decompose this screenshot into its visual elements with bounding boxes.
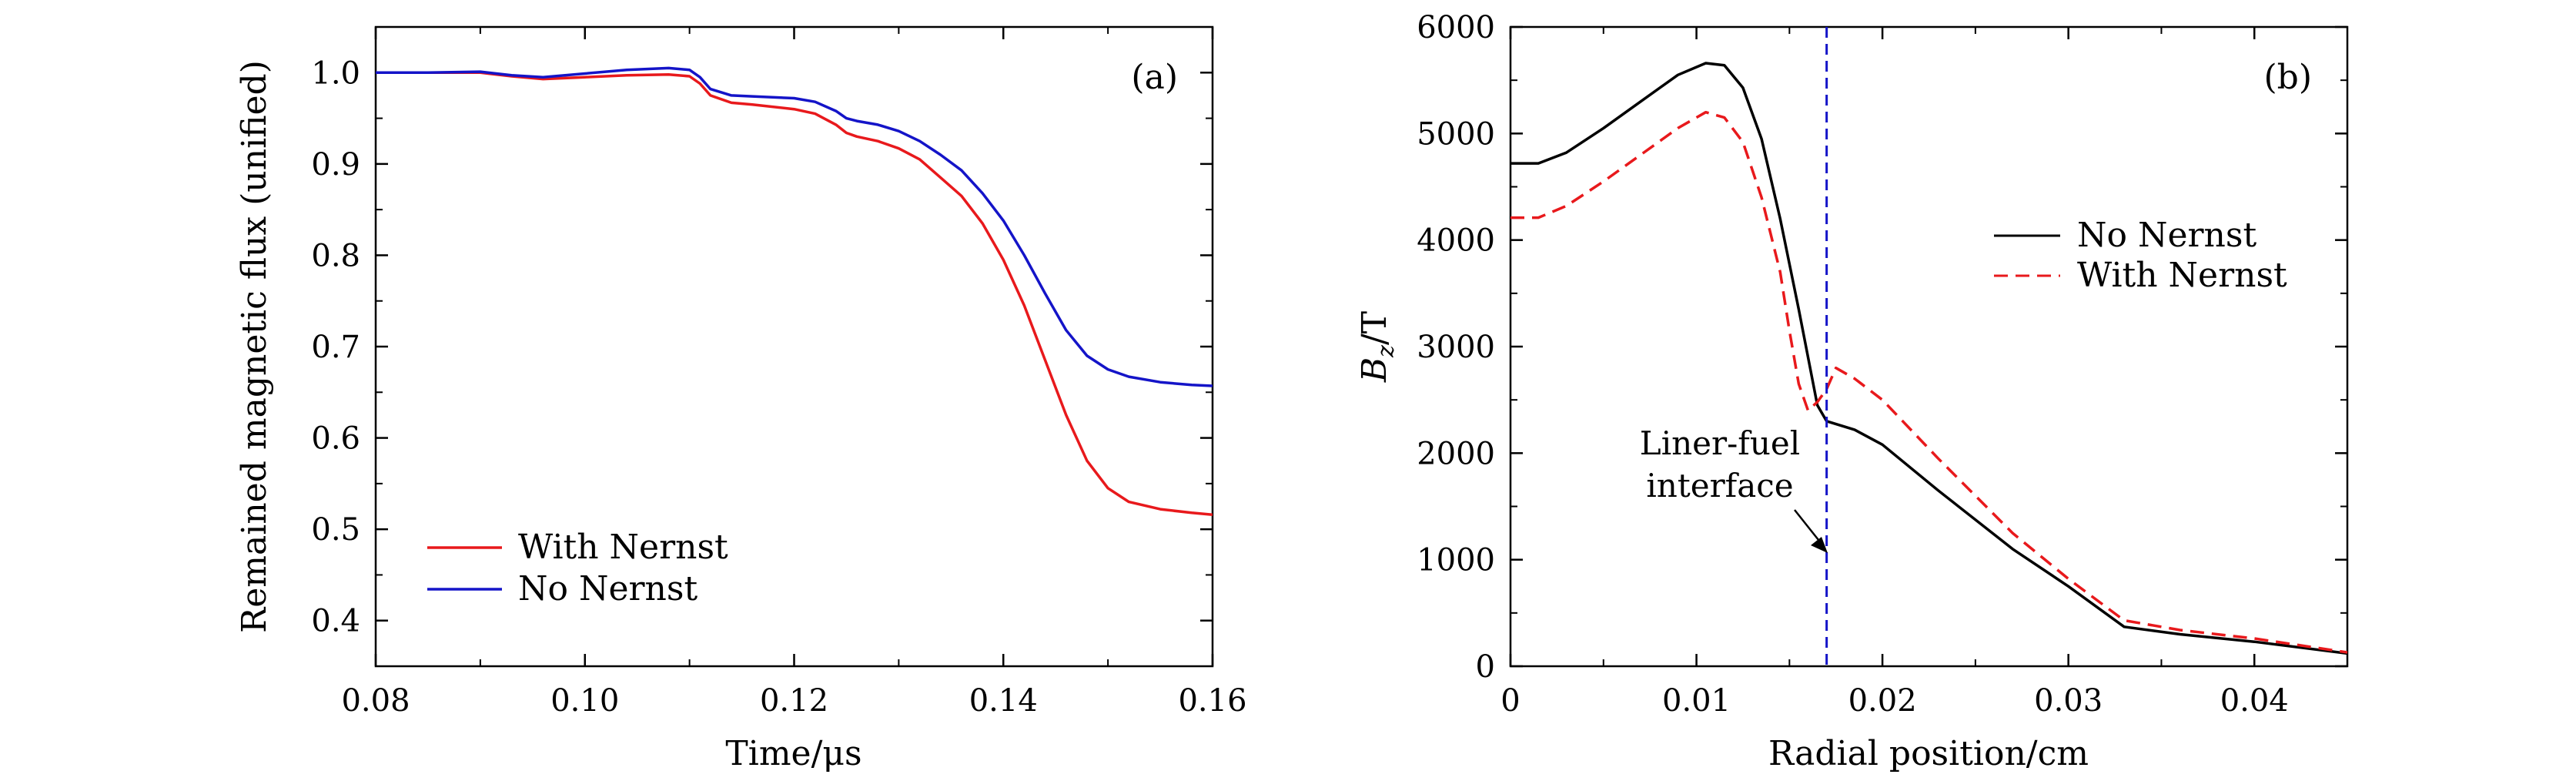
plot-frame-b (1509, 25, 2349, 668)
panel-b: 0 0.01 0.02 0.03 0.04 0 1000 2000 3000 4000 5000 60… (1355, 10, 2349, 773)
y-tick-label-0-0: 0.4 (311, 604, 360, 639)
y-tick-label-0-4: 0.8 (311, 238, 360, 273)
legend-label-no-nernst-b: No Nernst (2077, 216, 2257, 255)
tick-labels-a: 0.08 0.10 0.12 0.14 0.16 0.4 0.5 0.6 0.7 0.8 0.9 1.… (311, 55, 1246, 719)
tick-labels-b: 0 0.01 0.02 0.03 0.04 0 1000 2000 3000 4000 5000 60… (1417, 10, 2289, 719)
series-line-1-1 (1510, 110, 2347, 654)
tick-marks-a (374, 26, 1214, 667)
y-axis-title-b-unit: /T (1355, 311, 1394, 345)
x-axis-title-b: Radial position/cm (1768, 734, 2089, 773)
panel-label-b: (b) (2264, 58, 2313, 97)
annotation-arrow-shaft (1794, 509, 1822, 545)
y-axis-title-b-main: B (1355, 357, 1394, 383)
x-tick-label-1-3: 0.03 (2034, 683, 2103, 719)
y-tick-label-1-4: 4000 (1417, 223, 1495, 259)
y-axis-title-b: Bz/T (1355, 311, 1400, 383)
panel-a: 0.08 0.10 0.12 0.14 0.16 0.4 0.5 0.6 0.7 0.8 0.9 1.… (235, 25, 1247, 773)
annotation-line-1: Liner-fuel (1640, 424, 1800, 462)
legend-label-with-nernst-a: With Nernst (518, 528, 728, 567)
x-tick-label-0-3: 0.14 (969, 683, 1038, 719)
x-tick-label-0-4: 0.16 (1178, 683, 1246, 719)
y-tick-label-1-2: 2000 (1417, 436, 1495, 471)
y-tick-label-0-1: 0.5 (311, 512, 360, 548)
series-line-1-0 (1510, 62, 2347, 655)
y-axis-title-a: Remained magnetic flux (unified) (235, 60, 274, 633)
legend-a: With Nernst No Nernst (427, 528, 728, 608)
x-tick-label-1-2: 0.02 (1848, 683, 1917, 719)
y-tick-label-1-0: 0 (1476, 649, 1495, 685)
legend-label-with-nernst-b: With Nernst (2077, 256, 2287, 295)
y-tick-label-1-3: 3000 (1417, 330, 1495, 365)
x-tick-label-1-0: 0 (1500, 683, 1520, 719)
x-tick-label-0-0: 0.08 (341, 683, 410, 719)
legend-label-no-nernst-a: No Nernst (518, 569, 698, 608)
series-line-0-1 (376, 66, 1213, 387)
plot-frame-a (374, 25, 1214, 668)
y-tick-label-0-6: 1.0 (311, 55, 360, 91)
x-tick-label-0-2: 0.12 (760, 683, 828, 719)
tick-marks-b (1509, 25, 2347, 668)
x-tick-label-0-1: 0.10 (550, 683, 619, 719)
legend-b: No Nernst With Nernst (1994, 216, 2287, 295)
annotation-line-2: interface (1646, 467, 1793, 504)
panel-label-a: (a) (1131, 58, 1178, 97)
y-axis-title-b-sub: z (1373, 345, 1400, 358)
series-lines-a (376, 66, 1213, 516)
y-tick-label-0-5: 0.9 (311, 147, 360, 183)
y-tick-label-0-2: 0.6 (311, 421, 360, 457)
x-tick-label-1-1: 0.01 (1662, 683, 1731, 719)
y-tick-label-1-1: 1000 (1417, 543, 1495, 578)
series-lines-b (1510, 62, 2347, 655)
y-tick-label-1-6: 6000 (1417, 10, 1495, 45)
annotation-arrow-head (1811, 537, 1828, 553)
interface-annotation: Liner-fuel interface (1640, 424, 1828, 553)
series-line-0-0 (376, 71, 1213, 516)
x-tick-label-1-4: 0.04 (2220, 683, 2289, 719)
y-tick-label-1-5: 5000 (1417, 116, 1495, 152)
x-axis-title-a: Time/μs (725, 734, 861, 773)
y-tick-label-0-3: 0.7 (311, 330, 360, 365)
